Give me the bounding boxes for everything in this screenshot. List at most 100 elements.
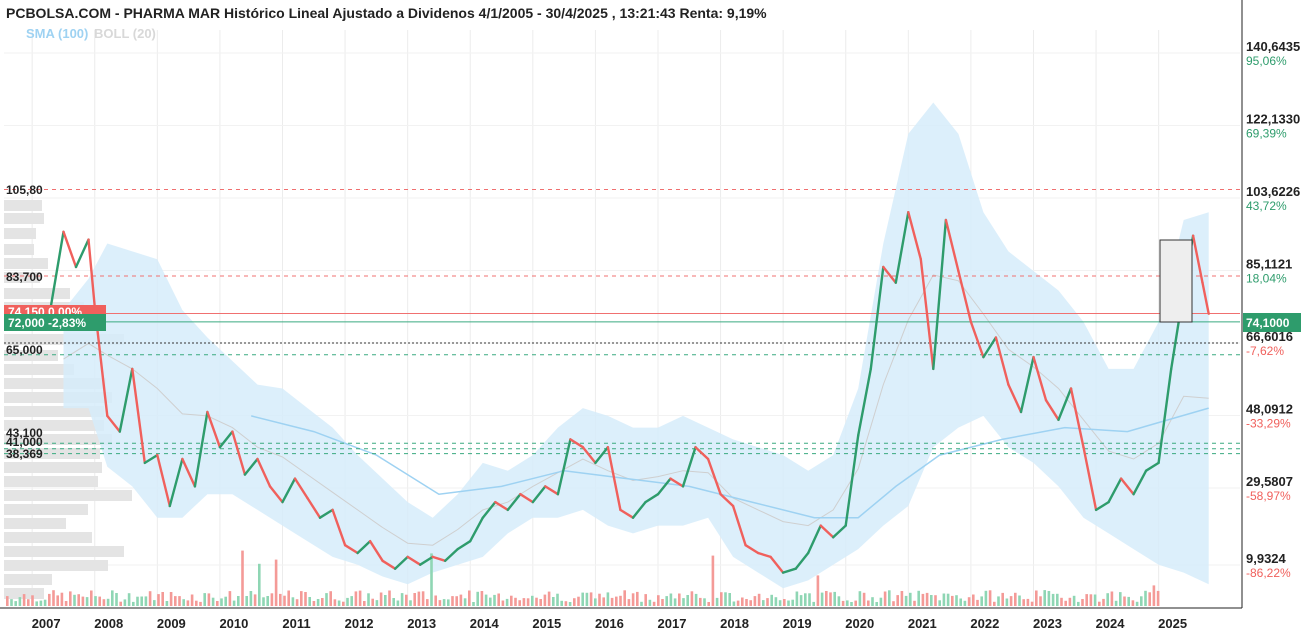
- volume-bar: [447, 599, 450, 606]
- volume-bar: [157, 594, 160, 606]
- volume-bar: [703, 598, 706, 606]
- price-segment: [681, 446, 697, 488]
- volume-bar: [682, 598, 685, 606]
- x-tick-2017: 2017: [658, 616, 687, 631]
- x-tick-2025: 2025: [1158, 616, 1187, 631]
- volume-bar: [564, 601, 568, 606]
- volume-bar: [178, 596, 181, 606]
- volume-bar: [1014, 592, 1017, 606]
- volume-bar: [434, 595, 437, 606]
- price-segment: [1094, 500, 1110, 512]
- price-segment: [907, 210, 922, 261]
- volume-bar: [657, 595, 660, 606]
- price-segment: [131, 367, 147, 465]
- price-segment: [794, 551, 810, 570]
- x-tick-2008: 2008: [94, 616, 123, 631]
- price-segment: [506, 493, 522, 512]
- volume-bar: [270, 593, 274, 606]
- volume-bar: [694, 593, 698, 606]
- volume-bar: [594, 598, 597, 606]
- volume-bar: [258, 563, 261, 606]
- volume-bar: [753, 596, 757, 606]
- volume-bar: [337, 600, 341, 606]
- price-segment: [869, 265, 885, 371]
- volume-profile-bar: [4, 588, 44, 599]
- x-tick-2014: 2014: [470, 616, 500, 631]
- volume-bar: [867, 600, 870, 606]
- volume-bar: [144, 596, 148, 606]
- volume-bar: [577, 596, 580, 606]
- volume-bar: [329, 591, 332, 606]
- volume-bar: [333, 599, 337, 606]
- price-segment: [1044, 399, 1060, 421]
- volume-bar: [501, 600, 505, 606]
- volume-bar: [510, 595, 513, 606]
- volume-bar: [837, 596, 841, 606]
- price-segment: [381, 559, 397, 570]
- price-segment: [318, 508, 334, 519]
- volume-bar: [98, 596, 101, 606]
- x-tick-2012: 2012: [345, 616, 374, 631]
- volume-bar: [396, 600, 400, 606]
- volume-bar: [665, 596, 668, 606]
- volume-bar: [883, 591, 887, 606]
- price-segment: [494, 500, 509, 512]
- left-label-3: 65,000: [6, 343, 43, 357]
- volume-bar: [379, 592, 383, 606]
- volume-profile-bar: [4, 476, 98, 487]
- volume-bar: [816, 575, 820, 606]
- volume-bar: [451, 596, 454, 606]
- volume-bar: [846, 600, 849, 606]
- volume-bar: [228, 591, 232, 606]
- x-axis: 2007 2008 2009 2010 2011 2012 2013 2014 2015 2016…: [32, 616, 1187, 631]
- price-segment: [218, 430, 234, 449]
- price-segment: [882, 265, 897, 284]
- volume-bar: [421, 591, 425, 606]
- volume-bar: [745, 599, 748, 606]
- price-segment: [62, 230, 78, 269]
- volume-bar: [350, 596, 353, 606]
- volume-bar: [778, 600, 782, 606]
- price-segment: [857, 367, 872, 437]
- volume-bar: [480, 591, 484, 606]
- volume-bar: [1064, 600, 1067, 606]
- volume-bar: [123, 599, 127, 606]
- price-segment: [1157, 367, 1173, 465]
- volume-profile-bar: [4, 462, 102, 473]
- volume-bar: [699, 597, 702, 606]
- volume-bar: [1127, 596, 1130, 606]
- volume-bar: [619, 595, 622, 606]
- volume-bar: [736, 600, 740, 606]
- legend-boll[interactable]: BOLL (20): [94, 26, 156, 41]
- volume-profile-bar: [4, 434, 112, 445]
- price-segment: [606, 446, 622, 512]
- volume-bar: [367, 593, 370, 606]
- volume-bar: [493, 594, 496, 606]
- volume-bar: [405, 594, 408, 606]
- volume-bar: [640, 601, 643, 606]
- y-tick-6: 29,5807: [1246, 474, 1293, 489]
- volume-bar: [190, 594, 194, 606]
- volume-bar: [18, 597, 22, 606]
- volume-bar: [917, 590, 920, 606]
- volume-bar: [119, 601, 122, 606]
- price-badge-green: [4, 314, 106, 331]
- volume-bar: [812, 601, 815, 606]
- volume-bar: [522, 598, 526, 606]
- volume-bar: [6, 596, 9, 606]
- volume-bar: [430, 553, 433, 606]
- volume-bar: [1056, 593, 1059, 606]
- price-segment: [957, 269, 973, 324]
- volume-bar: [73, 594, 76, 606]
- volume-bar: [468, 590, 471, 606]
- price-segment: [406, 555, 422, 566]
- y-tick-pct-0: 95,06%: [1246, 54, 1287, 68]
- volume-bar: [476, 591, 479, 606]
- legend-sma[interactable]: SMA (100): [26, 26, 88, 41]
- x-tick-2019: 2019: [783, 616, 812, 631]
- volume-bar: [648, 599, 652, 606]
- x-tick-2020: 2020: [845, 616, 874, 631]
- volume-bar: [875, 602, 878, 606]
- price-segment: [456, 540, 472, 551]
